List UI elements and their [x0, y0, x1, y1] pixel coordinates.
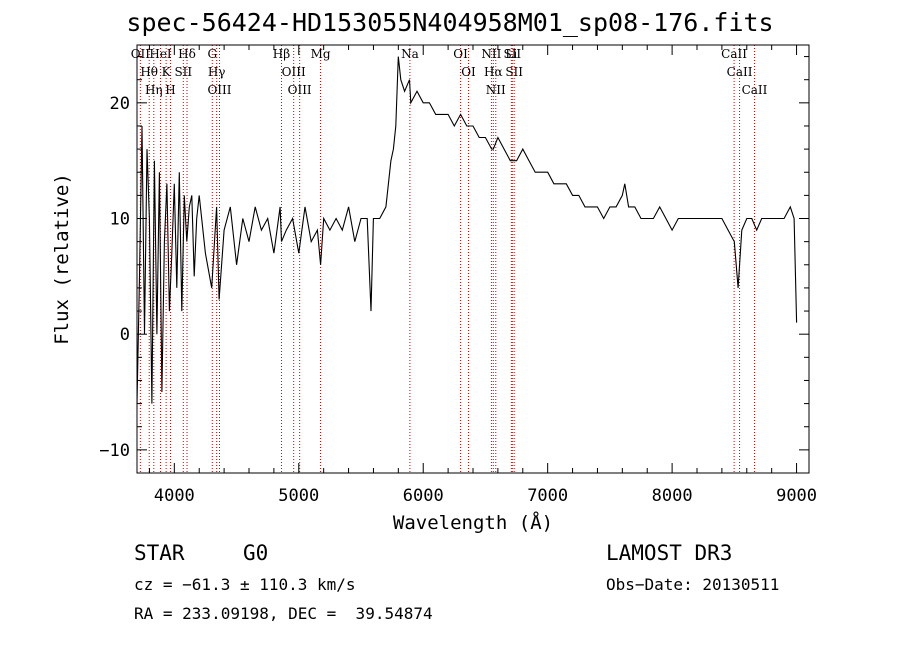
spectrum-layer [136, 56, 798, 404]
survey-name: LAMOST DR3 [606, 541, 733, 565]
spectral-line-label: HeI [149, 47, 172, 61]
y-tick-label: 0 [120, 325, 130, 345]
spectral-line-label: CaII [721, 47, 747, 61]
spectral-line-label: OII [131, 47, 151, 61]
spectral-line-label: OIII [282, 65, 306, 79]
coordinates: RA = 233.09198, DEC = 39.54874 [134, 604, 433, 623]
spectral-line-label: Li [505, 47, 517, 61]
spectral-line-label: SII [505, 65, 523, 79]
spectral-line-label: K [162, 65, 172, 79]
observation-date: Obs−Date: 20130511 [606, 575, 780, 594]
x-tick-label: 9000 [776, 486, 817, 506]
spectral-line-label: SII [503, 47, 521, 61]
spectrum-series-line [136, 56, 798, 404]
spectral-line-label: SII [174, 65, 192, 79]
spectral-line-label: Hα [484, 65, 503, 79]
line-labels-layer: OII Hθ Hη HeI KH SII Hδ G Hγ OIII Hβ OIII OIII Mg Na OI… [131, 47, 768, 97]
spectral-line-label: Hβ [273, 47, 290, 61]
object-type: STAR [134, 541, 185, 565]
spectral-line-label: OIII [288, 83, 312, 97]
spectral-line-label: G [207, 47, 217, 61]
chart-title: spec-56424-HD153055N404958M01_sp08-176.f… [126, 8, 774, 37]
redshift-cz: cz = −61.3 ± 110.3 km/s [134, 575, 356, 594]
y-tick-label: 10 [110, 210, 130, 230]
spectral-line-label: OI [453, 47, 468, 61]
spectral-line-label: Hδ [178, 47, 196, 61]
x-tick-label: 5000 [278, 486, 319, 506]
spectral-line-label: CaII [727, 65, 753, 79]
y-axis-label: Flux (relative) [51, 173, 73, 345]
x-tick-label: 8000 [652, 486, 693, 506]
spectral-lines-layer [139, 45, 755, 473]
spectral-line-label: NII [481, 47, 501, 61]
spectral-line-label: NII [486, 83, 506, 97]
spectral-line-label: CaII [742, 83, 768, 97]
x-tick-label: 6000 [403, 486, 444, 506]
x-axis-label: Wavelength (Å) [393, 511, 553, 534]
spectral-line-label: Na [401, 47, 419, 61]
spectral-line-label: Hθ [140, 65, 158, 79]
x-tick-label: 4000 [154, 486, 195, 506]
spectral-line-label: Mg [311, 47, 331, 61]
spectral-line-label: Hη [145, 83, 163, 97]
spectral-line-label: OIII [207, 83, 231, 97]
y-tick-label: 20 [110, 94, 130, 114]
y-tick-label: −10 [99, 441, 130, 461]
spectral-line-label: H [165, 83, 175, 97]
spectral-line-label: OI [461, 65, 476, 79]
x-tick-label: 7000 [527, 486, 568, 506]
object-subclass: G0 [243, 541, 269, 565]
spectral-line-label: Hγ [208, 65, 226, 79]
axes-layer: 4000 5000 6000 7000 8000 9000 −10 0 10 20 [99, 45, 817, 506]
